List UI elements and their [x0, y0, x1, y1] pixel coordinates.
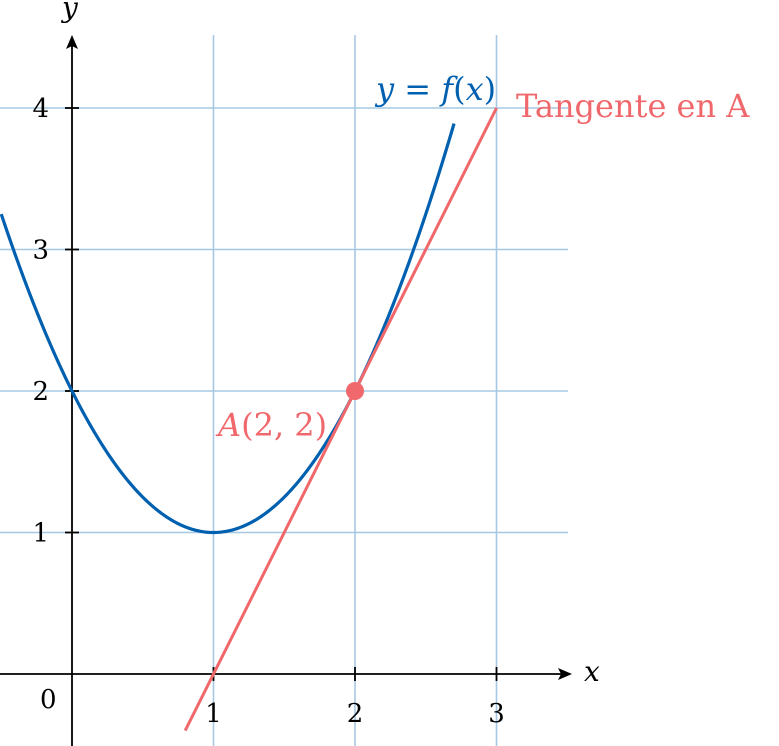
- y-tick-label-1: 1: [32, 519, 49, 549]
- y-axis-label: y: [60, 0, 79, 24]
- series: [0, 107, 498, 732]
- x-tick-label-3: 3: [488, 699, 505, 729]
- curve-label: y = f(x): [374, 70, 496, 108]
- x-tick-label-2: 2: [347, 699, 364, 729]
- x-axis-arrow: [558, 668, 572, 680]
- curve-line: [0, 123, 456, 535]
- grid: [0, 35, 568, 746]
- y-tick-label-2: 2: [32, 377, 49, 407]
- y-axis-arrow: [66, 35, 78, 49]
- tangent-label: Tangente en A: [516, 87, 750, 125]
- y-tick-label-3: 3: [32, 236, 49, 266]
- origin-label: 0: [40, 685, 57, 715]
- axes: [0, 35, 572, 746]
- point-a-marker: [346, 382, 364, 400]
- point-a-label: A(2, 2): [215, 406, 327, 444]
- tangent-line: [183, 107, 498, 732]
- y-tick-label-4: 4: [32, 94, 49, 124]
- x-tick-label-1: 1: [205, 699, 222, 729]
- ticks: 1 2 3 1 2 3 4: [32, 94, 504, 729]
- x-axis-label: x: [584, 655, 600, 688]
